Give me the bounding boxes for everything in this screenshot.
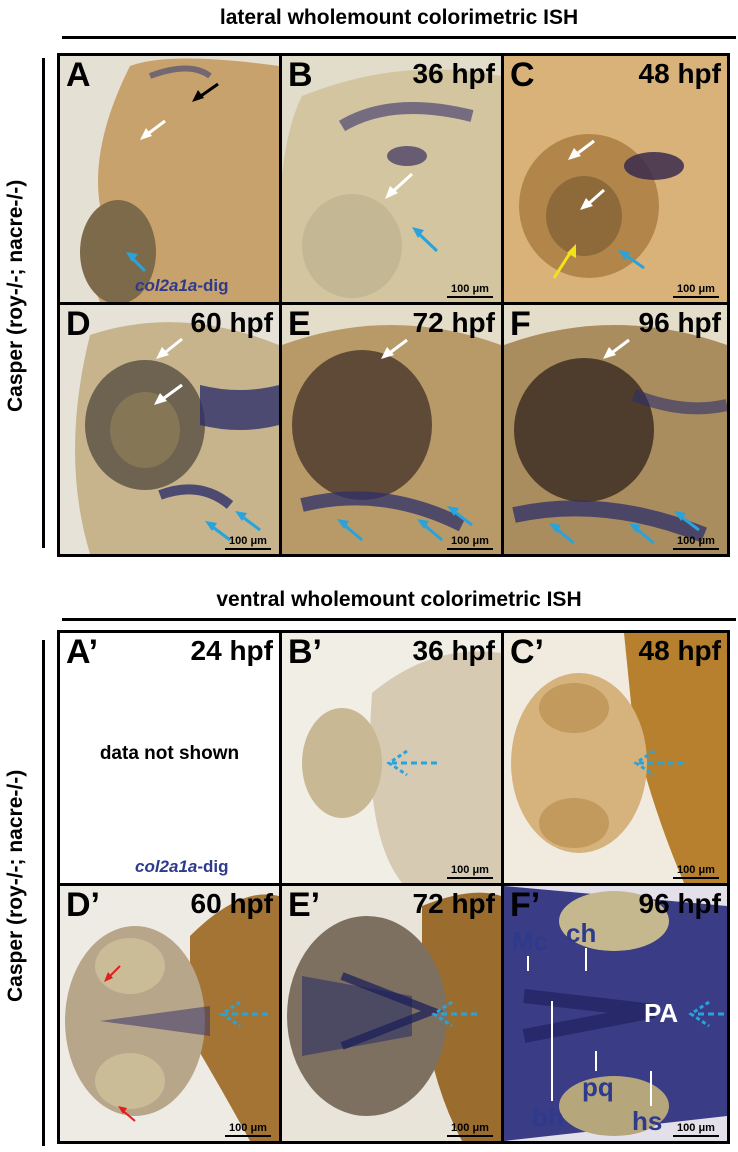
panel-b-label: B (288, 56, 313, 94)
panel-e-prime-stage: 72 hpf (412, 888, 495, 919)
panel-d-prime-scalebar: 100 μm (225, 1122, 271, 1137)
annotation-bh: bh (532, 1102, 564, 1132)
panel-b: B 36 hpf 100 μm (282, 56, 501, 302)
panel-b-prime-stage: 36 hpf (412, 635, 495, 666)
annotation-pa: PA (644, 998, 679, 1028)
panel-d-prime-label: D’ (66, 886, 100, 924)
panel-f-prime-stage: 96 hpf (638, 888, 721, 919)
panel-f-label: F (510, 305, 531, 343)
panel-a-prime-label: A’ (66, 633, 99, 671)
panel-d-stage: 60 hpf (190, 307, 273, 338)
panel-c-prime: C’ 48 hpf 100 μm (504, 633, 727, 883)
panel-c-stage: 48 hpf (638, 58, 721, 89)
panel-e-scalebar: 100 μm (447, 535, 493, 550)
panel-e-prime-label: E’ (288, 886, 321, 924)
annotation-pq: pq (582, 1072, 614, 1102)
panel-d-scalebar: 100 μm (225, 535, 271, 550)
panel-a-image (60, 56, 279, 302)
panel-c-scalebar: 100 μm (673, 283, 719, 298)
panel-d: D 60 hpf 100 μm (60, 305, 279, 554)
panel-b-prime-scalebar: 100 μm (447, 864, 493, 879)
panel-e: E 72 hpf 100 μm (282, 305, 501, 554)
panel-d-prime: D’ 60 hpf 100 μm (60, 886, 279, 1141)
panel-c-prime-scalebar: 100 μm (673, 864, 719, 879)
lateral-side-label: Casper (roy-/-; nacre-/-) (4, 179, 27, 412)
panel-d-prime-stage: 60 hpf (190, 888, 273, 919)
panel-a-prime-stage: 24 hpf (190, 635, 273, 666)
panel-c-label: C (510, 56, 535, 94)
panel-e-label: E (288, 305, 311, 343)
panel-a-label: A (66, 56, 91, 94)
panel-f-prime: F’ 96 hpf Mc ch PA bh pq hs 100 μm (504, 886, 727, 1141)
panel-b-prime-label: B’ (288, 633, 322, 671)
ventral-side-rule (42, 640, 45, 1146)
panel-f-stage: 96 hpf (638, 307, 721, 338)
ventral-side-label: Casper (roy-/-; nacre-/-) (4, 769, 27, 1002)
lateral-title-rule (62, 36, 736, 39)
probe-label-ventral: col2a1a-dig (135, 857, 229, 876)
probe-label-lateral: col2a1a-dig (135, 276, 229, 295)
annotation-ch: ch (566, 918, 597, 948)
annotation-hs: hs (632, 1106, 663, 1136)
panel-d-label: D (66, 305, 91, 343)
panel-e-prime-scalebar: 100 μm (447, 1122, 493, 1137)
lateral-panel-grid: A col2a1a-dig B 36 hpf 100 μm (57, 53, 730, 557)
panel-c-prime-stage: 48 hpf (638, 635, 721, 666)
ventral-title-rule (62, 618, 736, 621)
panel-f: F 96 hpf 100 μm (504, 305, 727, 554)
panel-c-prime-label: C’ (510, 633, 544, 671)
panel-c: C 48 hpf 100 μm (504, 56, 727, 302)
panel-a-prime: A’ 24 hpf data not shown col2a1a-dig (60, 633, 279, 883)
panel-e-stage: 72 hpf (412, 307, 495, 338)
ventral-section-title: ventral wholemount colorimetric ISH (216, 588, 582, 611)
panel-f-prime-scalebar: 100 μm (673, 1122, 719, 1137)
panel-b-prime: B’ 36 hpf 100 μm (282, 633, 501, 883)
data-not-shown-text: data not shown (99, 743, 240, 764)
panel-b-scalebar: 100 μm (447, 283, 493, 298)
panel-f-scalebar: 100 μm (673, 535, 719, 550)
panel-f-prime-label: F’ (510, 886, 541, 924)
lateral-side-rule (42, 58, 45, 548)
panel-e-prime: E’ 72 hpf 100 μm (282, 886, 501, 1141)
lateral-section-title: lateral wholemount colorimetric ISH (219, 6, 579, 29)
annotation-mc: Mc (512, 926, 549, 956)
panel-b-stage: 36 hpf (412, 58, 495, 89)
panel-a: A col2a1a-dig (60, 56, 279, 302)
ventral-panel-grid: A’ 24 hpf data not shown col2a1a-dig B’ … (57, 630, 730, 1144)
